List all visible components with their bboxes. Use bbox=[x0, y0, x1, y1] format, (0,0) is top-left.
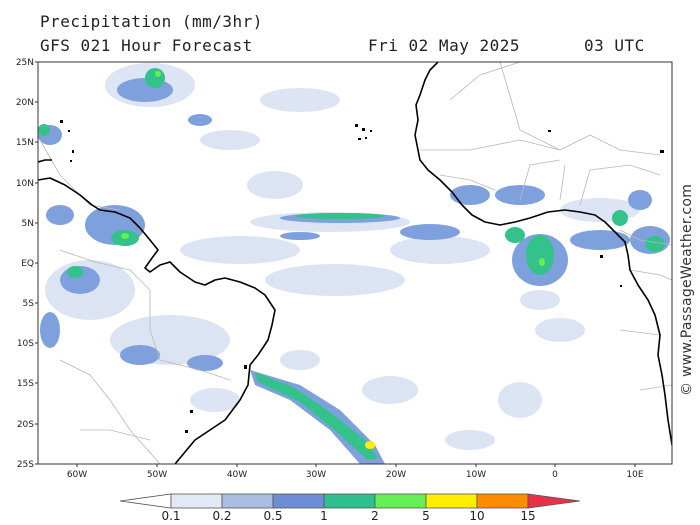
forecast-date: Fri 02 May 2025 bbox=[368, 36, 520, 55]
heavy-rain-areas bbox=[38, 68, 665, 460]
latitude-labels: 25N 20N 15N 10N 5N EQ 5S 10S 15S 20S 25S bbox=[16, 58, 34, 470]
legend-swatch bbox=[323, 493, 376, 509]
lon-label: 10E bbox=[626, 470, 643, 480]
legend-swatch bbox=[221, 493, 274, 509]
lon-label: 20W bbox=[386, 470, 406, 480]
islands bbox=[60, 120, 664, 433]
forecast-subtitle: GFS 021 Hour Forecast bbox=[40, 36, 253, 55]
lat-label: 15S bbox=[17, 379, 34, 389]
latitude-ticks bbox=[35, 61, 38, 465]
legend-label: 0.5 bbox=[263, 509, 283, 523]
legend-swatch bbox=[272, 493, 325, 509]
legend-label: 0.1 bbox=[161, 509, 181, 523]
lon-label: 60W bbox=[67, 470, 87, 480]
lat-label: 25S bbox=[17, 460, 34, 470]
legend-arrow-high bbox=[527, 493, 581, 509]
legend-swatch bbox=[374, 493, 427, 509]
precipitation-legend bbox=[119, 493, 581, 509]
legend-label: 5 bbox=[422, 509, 430, 523]
map-area bbox=[38, 62, 672, 464]
lat-label: 20S bbox=[17, 420, 34, 430]
lat-label: 5S bbox=[23, 299, 35, 309]
map-title: Precipitation (mm/3hr) bbox=[40, 12, 263, 31]
lat-label: 10N bbox=[16, 179, 34, 189]
lat-label: EQ bbox=[21, 259, 34, 269]
longitude-labels: 60W 50W 40W 30W 20W 10W 0 10E bbox=[67, 470, 644, 480]
lon-label: 10W bbox=[466, 470, 486, 480]
legend-label: 2 bbox=[371, 509, 379, 523]
lat-label: 10S bbox=[17, 339, 34, 349]
legend-label: 1 bbox=[320, 509, 328, 523]
legend-swatch bbox=[425, 493, 478, 509]
legend-label: 15 bbox=[520, 509, 536, 523]
lon-label: 40W bbox=[227, 470, 247, 480]
legend-label: 0.2 bbox=[212, 509, 232, 523]
legend-swatch bbox=[170, 493, 223, 509]
lon-label: 0 bbox=[552, 470, 558, 480]
lat-label: 15N bbox=[16, 138, 34, 148]
very-heavy-rain bbox=[121, 71, 545, 449]
lat-label: 25N bbox=[16, 58, 34, 68]
country-borders bbox=[39, 62, 672, 464]
lon-label: 50W bbox=[147, 470, 167, 480]
coastlines bbox=[38, 62, 672, 464]
longitude-ticks bbox=[76, 464, 636, 467]
legend-label: 10 bbox=[469, 509, 485, 523]
lon-label: 30W bbox=[306, 470, 326, 480]
forecast-time: 03 UTC bbox=[584, 36, 645, 55]
legend-swatch bbox=[476, 493, 529, 509]
copyright-watermark: © www.PassageWeather.com bbox=[679, 183, 695, 396]
lat-label: 5N bbox=[22, 219, 34, 229]
legend-arrow-low bbox=[119, 493, 172, 509]
lat-label: 20N bbox=[16, 98, 34, 108]
